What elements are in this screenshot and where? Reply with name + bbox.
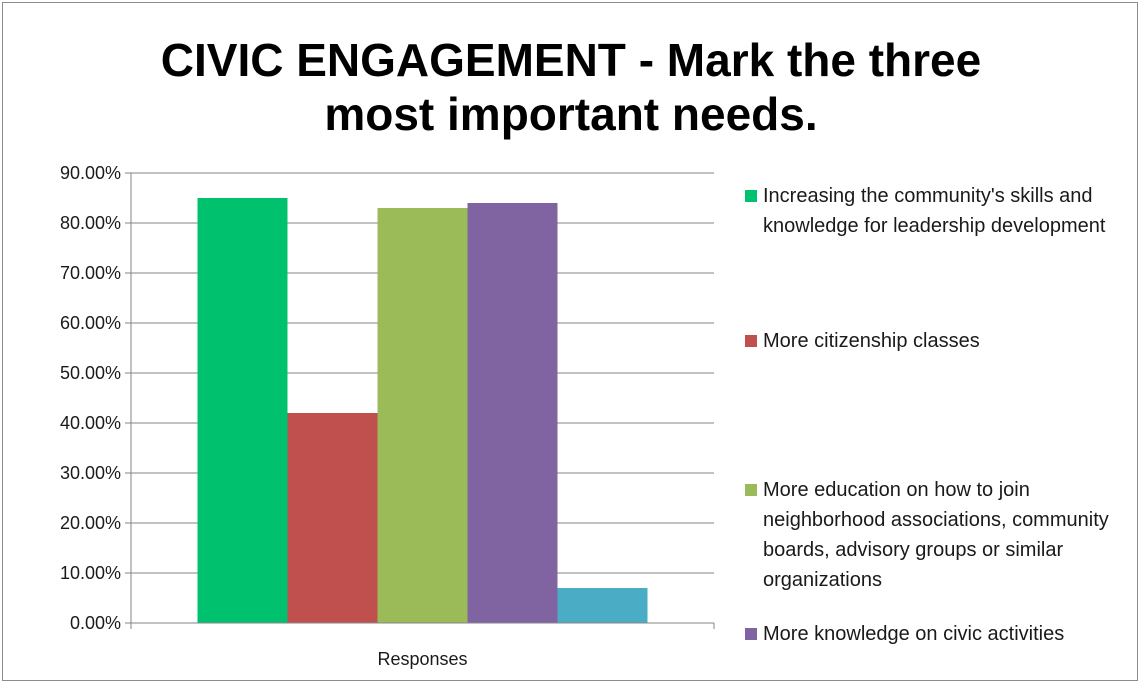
bar — [197, 198, 288, 623]
chart-title: CIVIC ENGAGEMENT - Mark the three most i… — [3, 33, 1137, 141]
y-tick-label: 70.00% — [60, 263, 121, 283]
chart-title-line-2: most important needs. — [324, 88, 818, 140]
chart-title-line-1: CIVIC ENGAGEMENT - Mark the three — [160, 34, 982, 86]
y-tick-label: 60.00% — [60, 313, 121, 333]
y-tick-label: 40.00% — [60, 413, 121, 433]
y-tick-label: 20.00% — [60, 513, 121, 533]
y-tick-label: 10.00% — [60, 563, 121, 583]
bar — [557, 588, 648, 623]
plot-area: 0.00% 10.00% 20.00% 30.00% 40.00% 50.00% 60.00… — [60, 163, 715, 669]
y-tick-label: 30.00% — [60, 463, 121, 483]
bar — [467, 203, 558, 623]
x-category-label: Responses — [377, 649, 467, 669]
y-tick-label: 0.00% — [70, 613, 121, 633]
y-tick-label: 90.00% — [60, 163, 121, 183]
y-tick-label: 50.00% — [60, 363, 121, 383]
bar — [377, 208, 468, 623]
y-tick-label: 80.00% — [60, 213, 121, 233]
bar — [287, 413, 378, 623]
